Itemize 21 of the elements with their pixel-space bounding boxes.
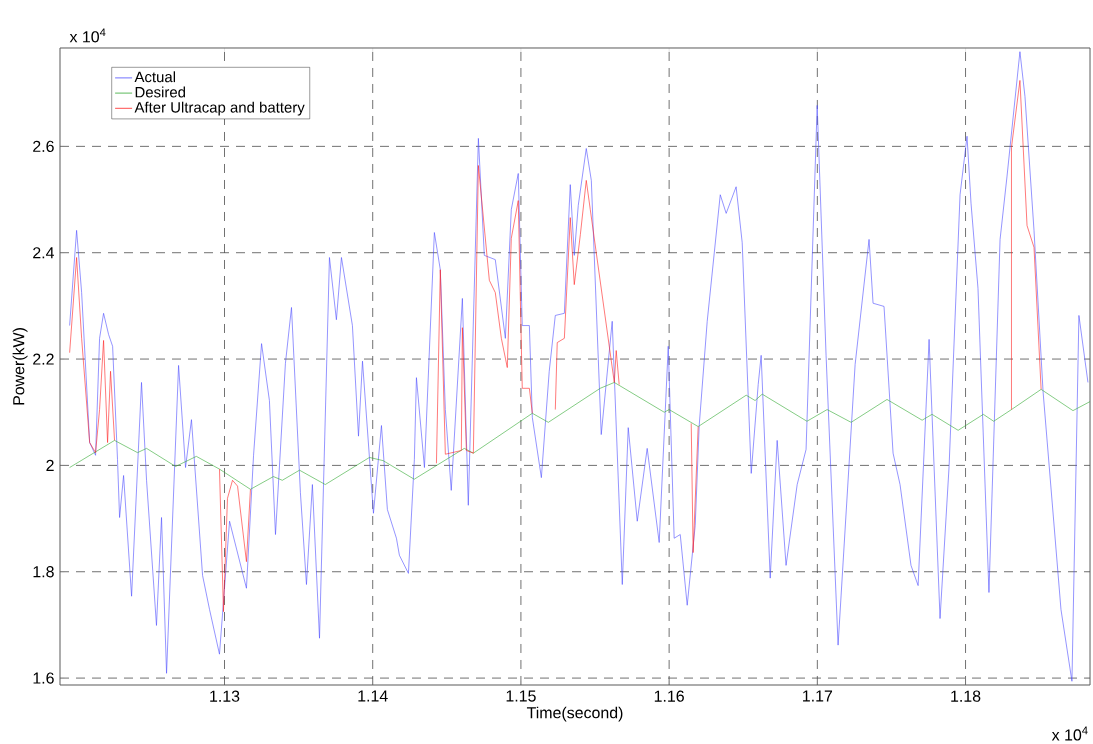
x-axis-title: Time(second) [526, 706, 623, 722]
y-tick-label: 2 [46, 459, 54, 471]
x-tick-label: 1.14 [358, 690, 388, 702]
y-tick-label: 2.6 [33, 140, 54, 153]
y-tick-label: 2.4 [33, 247, 55, 259]
y-tick-label: 1.8 [33, 566, 54, 578]
x-tick-label: 1.13 [210, 690, 240, 702]
x-tick-label: 1.16 [654, 690, 684, 702]
y-tick-label: 1.6 [33, 672, 54, 684]
x-tick-label: 1.18 [951, 690, 981, 702]
x-tick-label: 1.17 [803, 690, 833, 702]
legend-label: After Ultracap and battery [134, 101, 305, 116]
text: x 10$^{4}$ [69, 28, 106, 43]
text: x 10$^{4}$ [1051, 726, 1088, 741]
y-axis-title: Power(kW) [12, 328, 28, 405]
line-series [69, 51, 1089, 682]
legend-label: Desired [135, 86, 186, 98]
legend-label: Actual [134, 71, 176, 83]
y-tick-label: 2.2 [33, 353, 54, 365]
line-series [69, 382, 1091, 490]
x-tick-label: 1.15 [506, 690, 536, 702]
